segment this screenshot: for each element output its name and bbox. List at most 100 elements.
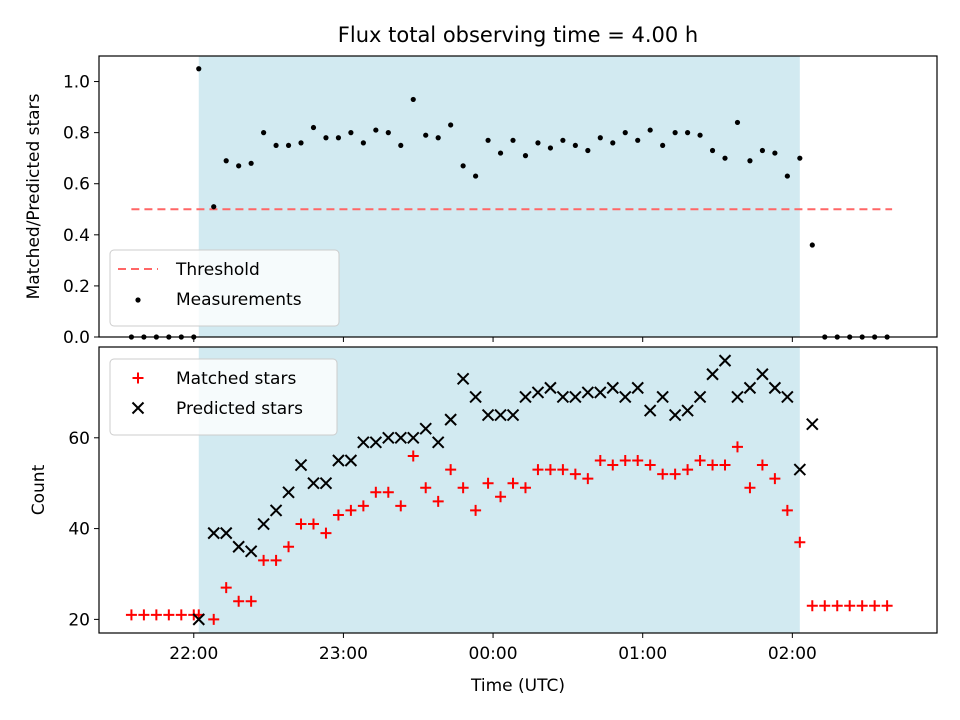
data-point-predicted [806, 417, 819, 431]
data-point-measurement [223, 158, 229, 164]
data-point-measurement [460, 163, 466, 169]
data-point-measurement [622, 130, 628, 136]
data-point-matched [233, 595, 245, 607]
data-point-measurement [697, 132, 703, 138]
data-point-matched [744, 482, 756, 494]
data-point-matched [669, 468, 681, 480]
data-point-predicted [382, 431, 395, 445]
data-point-measurement [236, 163, 242, 169]
data-point-measurement [684, 130, 691, 136]
data-point-matched [756, 459, 768, 471]
data-point-predicted [693, 390, 707, 404]
data-point-predicted [369, 436, 383, 449]
y-tick-label: 20 [68, 610, 90, 630]
data-point-measurement [597, 135, 603, 141]
series-predicted-stars [192, 354, 819, 626]
y-tick-label: 0.6 [63, 175, 90, 195]
data-point-matched [831, 600, 843, 612]
data-point-matched [357, 500, 369, 512]
data-point-measurement [747, 158, 753, 164]
data-point-measurement [473, 173, 479, 179]
data-point-predicted [257, 517, 270, 531]
data-point-predicted [407, 431, 420, 445]
data-point-predicted [456, 372, 470, 385]
data-point-measurement [485, 137, 491, 143]
data-point-predicted [743, 381, 757, 395]
y-axis-label: Matched/Predicted stars [24, 93, 44, 299]
data-point-measurement [759, 147, 766, 154]
data-point-matched [881, 600, 893, 612]
data-point-matched [719, 459, 731, 471]
data-point-measurement [310, 124, 317, 131]
data-point-matched [175, 609, 187, 621]
data-point-predicted [294, 458, 308, 472]
top-panel-ratio: 0.0 0.2 0.4 0.6 0.8 1.0 Matched/Predicted star… [24, 55, 938, 348]
data-point-measurement [323, 135, 329, 141]
data-point-predicted [631, 381, 644, 395]
data-point-matched [819, 600, 831, 612]
data-point-measurement [709, 147, 716, 154]
data-point-predicted [131, 401, 145, 415]
data-point-matched [769, 473, 781, 485]
x-tick-label: 22:00 [169, 644, 218, 664]
data-point-matched [208, 613, 220, 625]
data-point-matched [132, 372, 144, 384]
data-point-measurement [385, 130, 391, 136]
axes-frame [98, 55, 938, 338]
data-point-matched [482, 477, 494, 489]
data-point-measurement [248, 160, 254, 166]
data-point-predicted [394, 431, 407, 445]
legend-label: Measurements [176, 290, 302, 310]
data-point-predicted [656, 390, 669, 404]
data-point-predicted [431, 436, 445, 449]
data-point-matched [844, 600, 856, 612]
data-point-measurement [784, 173, 790, 179]
data-point-measurement [497, 150, 504, 156]
y-tick-label: 1.0 [63, 73, 90, 93]
data-point-matched [594, 454, 606, 466]
data-point-matched [794, 536, 806, 548]
x-axis-label: Time (UTC) [470, 676, 565, 696]
data-point-predicted [192, 613, 205, 626]
data-point-matched [407, 450, 419, 462]
legend: Matched stars Predicted stars [109, 358, 338, 436]
data-point-measurement [261, 130, 267, 136]
data-point-matched [694, 454, 706, 466]
data-point-matched [457, 482, 469, 494]
data-point-measurement [435, 135, 441, 141]
data-point-measurement [448, 122, 454, 128]
data-point-predicted [731, 390, 744, 404]
data-point-matched [125, 609, 137, 621]
x-tick-label: 00:00 [469, 644, 518, 664]
x-tick-label: 02:00 [768, 644, 817, 664]
data-point-predicted [344, 454, 358, 467]
data-point-predicted [357, 436, 370, 449]
series-matched-stars [125, 441, 893, 625]
data-point-predicted [244, 545, 258, 558]
data-point-predicted [469, 390, 482, 404]
data-point-predicted [269, 504, 283, 517]
y-tick-label: 0.4 [63, 226, 90, 246]
data-point-matched [258, 554, 270, 566]
data-point-matched [495, 491, 507, 503]
legend-box [109, 358, 338, 436]
data-point-matched [544, 464, 556, 476]
data-point-predicted [793, 463, 807, 476]
data-point-matched [220, 582, 232, 594]
data-point-predicted [718, 354, 732, 367]
data-point-measurement [360, 140, 366, 146]
data-point-predicted [519, 390, 532, 404]
data-point-matched [644, 459, 656, 471]
data-point-measurement [348, 130, 354, 136]
data-point-measurement [547, 145, 554, 151]
y-tick-label: 60 [68, 429, 90, 449]
data-point-measurement [285, 142, 292, 149]
data-point-predicted [619, 390, 632, 404]
data-point-measurement [660, 142, 666, 149]
data-point-matched [320, 527, 332, 539]
data-point-measurement [585, 147, 591, 154]
y-tick-label: 40 [68, 520, 90, 540]
data-point-matched [569, 468, 581, 480]
data-point-predicted [494, 408, 507, 422]
data-point-matched [295, 518, 307, 530]
